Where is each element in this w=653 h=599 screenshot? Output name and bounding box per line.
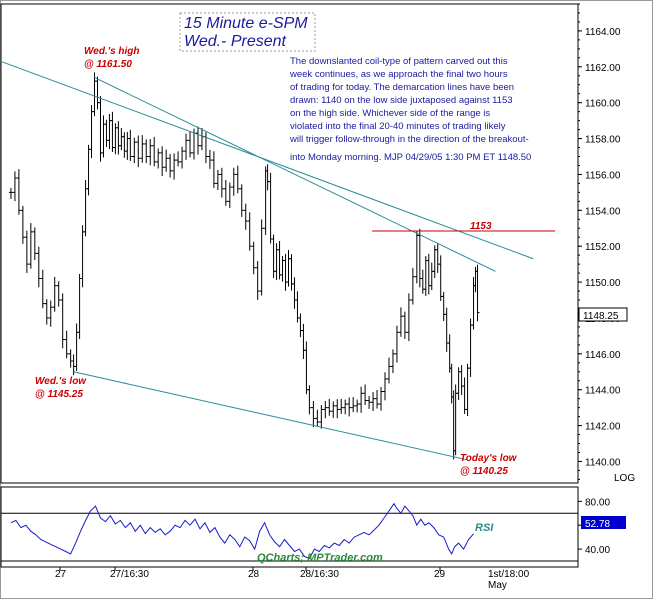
commentary-line: on the high side. Whichever side of the … (290, 108, 490, 119)
today-low-annotation: Today's low (460, 453, 518, 464)
y-tick-label: 1146.00 (585, 350, 621, 361)
price-y-axis: 1140.001142.001144.001146.001148.001150.… (578, 3, 621, 480)
commentary-line: into Monday morning. MJP 04/29/05 1:30 P… (290, 152, 531, 163)
last-price-tag (578, 307, 628, 322)
y-tick-label: 1150.00 (585, 278, 621, 289)
rsi-legend: RSI (475, 522, 494, 534)
x-tick-label: 29 (434, 569, 446, 580)
today-low-value: @ 1140.25 (460, 466, 508, 477)
wed-high-value: @ 1161.50 (84, 59, 132, 70)
y-tick-label: 1156.00 (585, 170, 621, 181)
commentary-line: week continues, as we approach the final… (289, 69, 508, 80)
resistance-label: 1153 (470, 221, 492, 232)
y-tick-label: 1164.00 (585, 27, 621, 38)
chart-subtitle: Wed.- Present (184, 33, 287, 50)
y-tick-label: 1142.00 (585, 422, 621, 433)
y-tick-label: 1144.00 (585, 386, 621, 397)
rsi-tick-label: 80.00 (585, 497, 610, 508)
x-tick-label: 27/16:30 (110, 569, 149, 580)
commentary-line: will trigger follow-through in the direc… (289, 134, 529, 145)
last-price-label: 1148.25 (583, 311, 619, 322)
commentary-line: violated into the final 20-40 minutes of… (290, 121, 506, 132)
y-tick-label: 1154.00 (585, 206, 621, 217)
trendline-upper-inner (94, 77, 496, 272)
x-tick-label: 28 (248, 569, 260, 580)
price-bars (8, 72, 480, 460)
commentary-line: drawn: 1140 on the low side juxtaposed a… (290, 95, 513, 106)
rsi-tick-label: 40.00 (585, 545, 610, 556)
y-tick-label: 1158.00 (585, 135, 621, 146)
trendlines (0, 60, 556, 461)
wed-high-annotation: Wed.'s high (84, 46, 140, 57)
trendline-lower (73, 371, 467, 461)
y-tick-label: 1152.00 (585, 242, 621, 253)
trendline-upper-outer (0, 60, 534, 260)
x-tick-label: 1st/18:00 (488, 569, 530, 580)
x-tick-label: 27 (55, 569, 67, 580)
wed-low-annotation: Wed.'s low (35, 376, 87, 387)
x-tick-label: 28/16:30 (300, 569, 339, 580)
title-box (179, 12, 316, 52)
commentary-line: of trading for today. The demarcation li… (290, 82, 514, 93)
wed-low-value: @ 1145.25 (35, 389, 83, 400)
y-tick-label: 1162.00 (585, 63, 621, 74)
y-tick-label: 1140.00 (585, 457, 621, 468)
rsi-plot-area (0, 486, 579, 568)
chart-title: 15 Minute e-SPM (184, 15, 308, 32)
rsi-line (10, 502, 474, 560)
commentary-block: The downslanted coil-type of pattern car… (289, 56, 531, 163)
x-tick-label: May (488, 580, 507, 591)
y-tick-label: 1160.00 (585, 99, 621, 110)
rsi-value-label: 52.78 (585, 519, 610, 530)
scale-type-label: LOG (614, 473, 635, 484)
brand-footer: QCharts; MPTrader.com (257, 552, 383, 564)
rsi-value-tag (581, 516, 626, 529)
commentary-line: The downslanted coil-type of pattern car… (290, 56, 508, 67)
